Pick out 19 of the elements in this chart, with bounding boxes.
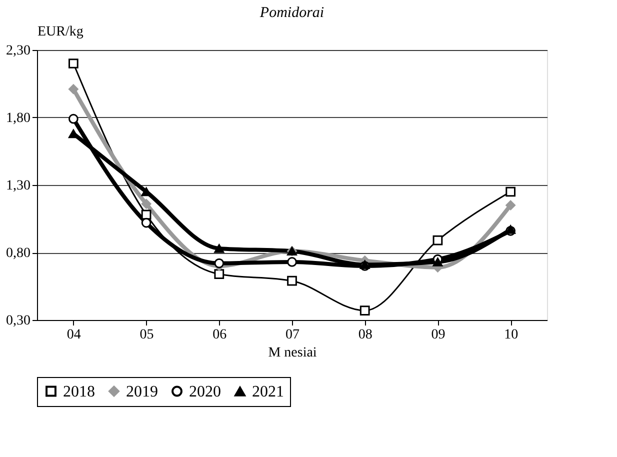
- legend-label: 2021: [252, 384, 284, 400]
- y-tick-label: 1,80: [6, 111, 30, 126]
- y-tick-label: 2,30: [6, 44, 30, 58]
- y-tick-label: 0,30: [6, 314, 30, 328]
- x-tick-label: 09: [431, 328, 446, 342]
- y-axis-title: EUR/kg: [38, 24, 84, 40]
- x-tick-label: 05: [140, 328, 154, 342]
- x-tick-label: 10: [504, 328, 518, 342]
- x-tick-label: 06: [212, 328, 227, 342]
- x-tick-label: 08: [358, 328, 372, 342]
- x-tick-label: 07: [286, 328, 300, 342]
- x-tick-label: 04: [66, 328, 81, 342]
- legend-label: 2020: [189, 383, 221, 400]
- legend-label: 2018: [63, 383, 95, 400]
- y-tick-label: 0,80: [6, 246, 30, 261]
- y-tick-label: 1,30: [6, 178, 30, 194]
- chart-title: Pomidorai: [258, 5, 324, 21]
- legend-label: 2019: [126, 383, 158, 400]
- x-axis-title: M nesiai: [268, 346, 317, 360]
